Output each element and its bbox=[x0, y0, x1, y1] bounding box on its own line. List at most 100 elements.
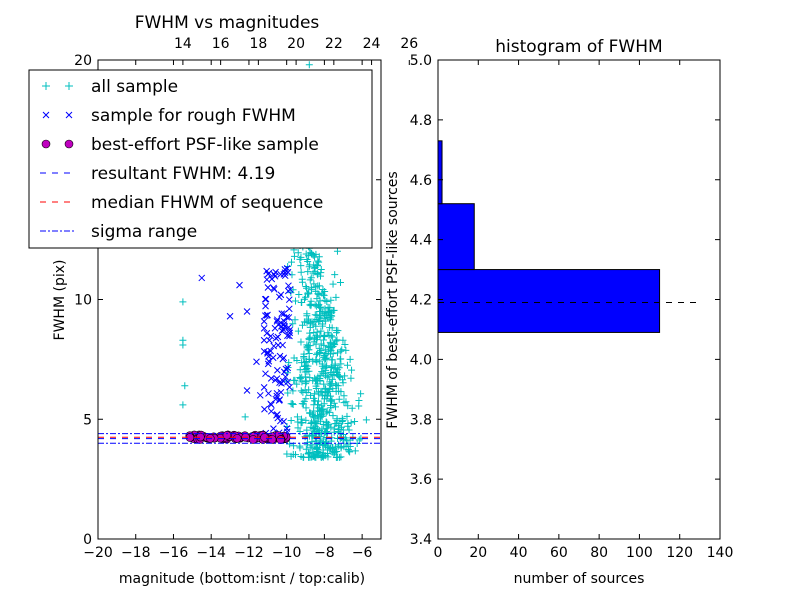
legend-entry: sigma range bbox=[40, 222, 197, 242]
all-sample-point bbox=[339, 336, 347, 344]
rough-sample-point bbox=[279, 377, 287, 385]
rough-sample-point bbox=[270, 284, 277, 292]
all-sample-point bbox=[294, 249, 302, 257]
histogram-bar bbox=[437, 269, 661, 333]
rough-sample-point bbox=[267, 347, 275, 355]
right-y-tick-label: 4.6 bbox=[410, 173, 432, 189]
rough-sample-point bbox=[276, 379, 283, 387]
legend-marker bbox=[42, 82, 50, 90]
all-sample-point bbox=[302, 250, 310, 258]
rough-sample-point bbox=[269, 354, 277, 362]
rough-sample-point bbox=[262, 312, 269, 319]
all-sample-point bbox=[303, 441, 311, 449]
all-sample-point bbox=[300, 350, 308, 358]
all-sample-point bbox=[342, 346, 350, 354]
all-sample-point bbox=[334, 382, 342, 390]
all-sample-point bbox=[311, 311, 319, 319]
legend-marker bbox=[41, 139, 51, 149]
right-x-tick-label: 40 bbox=[510, 545, 528, 561]
all-sample-point bbox=[338, 346, 346, 354]
top-x-tick-label: 24 bbox=[363, 36, 381, 52]
all-sample-point bbox=[290, 354, 298, 362]
all-sample-point bbox=[340, 399, 348, 407]
all-sample-point bbox=[294, 327, 302, 335]
all-sample-point bbox=[297, 268, 305, 276]
all-sample-point bbox=[310, 450, 318, 458]
left-x-tick-label: −18 bbox=[121, 545, 151, 561]
left-x-axis-label: magnitude (bottom:isnt / top:calib) bbox=[119, 571, 365, 587]
rough-sample-point bbox=[267, 332, 275, 340]
all-sample-point bbox=[306, 323, 314, 331]
all-sample-point bbox=[322, 349, 330, 357]
all-sample-point bbox=[311, 419, 319, 427]
rough-sample-point bbox=[264, 360, 272, 368]
best-effort-sample-point bbox=[267, 435, 277, 444]
all-sample-point bbox=[298, 378, 306, 386]
legend-label: resultant FWHM: 4.19 bbox=[91, 164, 275, 184]
fwhm-vs-magnitude-panel: FWHM vs magnitudes −20 −18 −16 −14 −12 −10 −8 −… bbox=[28, 13, 418, 587]
left-x-tick-label: −16 bbox=[159, 545, 189, 561]
all-sample-point bbox=[315, 404, 323, 412]
all-sample-point bbox=[334, 349, 342, 357]
best-effort-sample-point bbox=[222, 430, 232, 440]
rough-sample-point bbox=[260, 318, 268, 325]
rough-sample-point bbox=[286, 383, 293, 391]
all-sample-point bbox=[333, 336, 341, 344]
all-sample-point bbox=[297, 338, 305, 346]
all-sample-point bbox=[309, 357, 317, 365]
all-sample-point bbox=[302, 358, 310, 366]
all-sample-point bbox=[300, 318, 308, 326]
all-sample-point bbox=[309, 377, 317, 385]
all-sample-point bbox=[316, 316, 324, 324]
all-sample-point bbox=[179, 401, 187, 409]
top-x-tick-label: 14 bbox=[174, 36, 192, 52]
all-sample-point bbox=[326, 397, 334, 405]
all-sample-point bbox=[322, 311, 330, 319]
rough-sample-point bbox=[277, 388, 285, 396]
all-sample-point bbox=[284, 389, 292, 397]
legend: all sample sample for rough FWHM best-effo… bbox=[28, 69, 373, 249]
all-sample-point bbox=[287, 258, 295, 266]
all-sample-point bbox=[334, 372, 342, 380]
rough-sample-point bbox=[260, 336, 268, 344]
all-sample-point bbox=[295, 290, 303, 298]
left-chart-title: FWHM vs magnitudes bbox=[135, 13, 320, 33]
all-sample-point bbox=[321, 296, 329, 304]
all-sample-point bbox=[314, 282, 322, 290]
all-sample-point bbox=[303, 368, 311, 376]
all-sample-point bbox=[287, 452, 295, 460]
all-sample-point bbox=[286, 440, 294, 448]
all-sample-point bbox=[313, 269, 321, 277]
top-x-tick-label: 22 bbox=[325, 36, 343, 52]
all-sample-point bbox=[334, 441, 342, 449]
legend-marker bbox=[42, 111, 50, 119]
legend-label: sample for rough FWHM bbox=[91, 106, 296, 126]
all-sample-point bbox=[318, 360, 326, 368]
all-sample-point bbox=[337, 347, 345, 355]
left-x-tick-label: −10 bbox=[272, 545, 302, 561]
all-sample-point bbox=[348, 404, 356, 412]
legend-label: median FHWM of sequence bbox=[91, 193, 323, 213]
rough-sample-point bbox=[271, 324, 279, 332]
rough-sample-point bbox=[274, 341, 282, 349]
rough-sample-point bbox=[274, 366, 281, 374]
all-sample-point bbox=[339, 416, 347, 424]
all-sample-point bbox=[315, 253, 323, 261]
all-sample-point bbox=[316, 376, 324, 384]
fwhm-histogram-panel: histogram of FWHM 0 20 40 60 80 100 120 140 3.4 3… bbox=[385, 37, 733, 587]
right-x-tick-label: 20 bbox=[469, 545, 487, 561]
all-sample-point bbox=[241, 413, 249, 421]
all-sample-point bbox=[291, 297, 299, 305]
all-sample-point bbox=[326, 350, 334, 358]
all-sample-point bbox=[330, 340, 338, 348]
right-x-tick-label: 100 bbox=[626, 545, 653, 561]
legend-marker bbox=[65, 82, 73, 90]
histogram-bar bbox=[437, 203, 475, 271]
all-sample-point bbox=[336, 355, 344, 363]
right-x-tick-label: 80 bbox=[590, 545, 608, 561]
rough-sample-point bbox=[253, 358, 260, 366]
all-sample-point bbox=[346, 448, 354, 456]
left-y-axis-label: FWHM (pix) bbox=[52, 260, 68, 341]
all-sample-point bbox=[320, 380, 328, 388]
left-x-tick-label: −8 bbox=[314, 545, 335, 561]
